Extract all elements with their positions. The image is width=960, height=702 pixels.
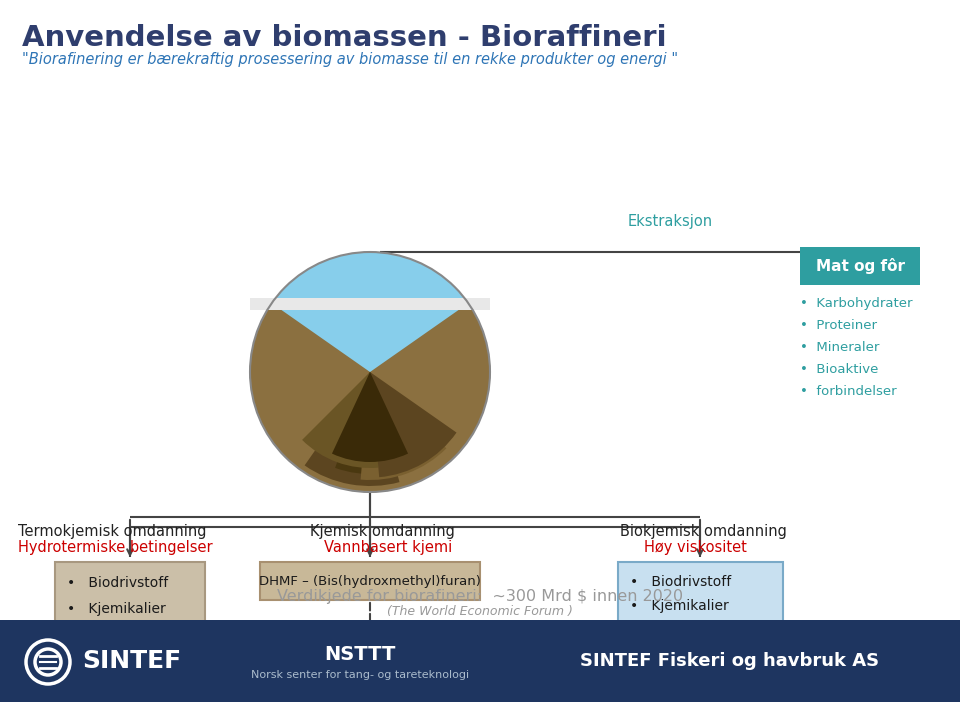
Text: Høy viskositet: Høy viskositet [644,540,747,555]
Text: Ekstraksjon: Ekstraksjon [628,214,713,229]
Text: •  Proteiner: • Proteiner [800,319,877,332]
Text: Kjemisk omdanning: Kjemisk omdanning [310,524,455,539]
Text: Hydrotermiske betingelser: Hydrotermiske betingelser [18,540,212,555]
Text: Mat og fôr: Mat og fôr [815,258,904,274]
Text: NSTTT: NSTTT [324,644,396,663]
Bar [618,562,783,638]
Text: •  Karbohydrater: • Karbohydrater [800,297,913,310]
Text: "Biorafinering er bærekraftig prosessering av biomasse til en rekke produkter og: "Biorafinering er bærekraftig prosesseri… [22,52,678,67]
Text: SINTEF: SINTEF [82,649,181,673]
Text: Polyuretan og polyestere: Polyuretan og polyestere [287,652,453,665]
Bar [0,620,960,702]
Text: (The World Economic Forum ): (The World Economic Forum ) [387,606,573,618]
Wedge shape [272,252,468,372]
Wedge shape [370,372,457,477]
Text: •  forbindelser: • forbindelser [800,385,897,398]
Wedge shape [361,372,446,480]
Text: Termokjemisk omdanning: Termokjemisk omdanning [18,524,206,539]
Wedge shape [304,372,399,486]
Circle shape [250,252,490,492]
Text: •   Kjemikalier: • Kjemikalier [630,599,729,613]
Wedge shape [332,372,408,462]
Text: •   Mat og fôr: • Mat og fôr [630,623,723,637]
Text: •   Biodrivstoff: • Biodrivstoff [67,576,168,590]
Text: •  Bioaktive: • Bioaktive [800,363,878,376]
Text: DHMF – (Bis(hydroxmethyl)furan): DHMF – (Bis(hydroxmethyl)furan) [259,574,481,588]
Bar [250,298,490,310]
Text: Vannbasert kjemi: Vannbasert kjemi [324,540,452,555]
Bar [260,562,480,600]
Text: •  Mineraler: • Mineraler [800,341,879,354]
Wedge shape [266,252,474,372]
Text: Biokjemisk omdanning: Biokjemisk omdanning [620,524,787,539]
Text: SINTEF Fiskeri og havbruk AS: SINTEF Fiskeri og havbruk AS [581,652,879,670]
Wedge shape [335,372,421,474]
Bar [260,640,480,678]
Text: Anvendelse av biomassen - Bioraffineri: Anvendelse av biomassen - Bioraffineri [22,24,666,52]
Text: Verdikjede for biorafineri:  ~300 Mrd $ innen 2020: Verdikjede for biorafineri: ~300 Mrd $ i… [276,590,684,604]
Bar [800,247,920,285]
Bar [55,562,205,622]
Wedge shape [302,372,378,468]
Text: Norsk senter for tang- og tareteknologi: Norsk senter for tang- og tareteknologi [251,670,469,680]
Text: •   Biodrivstoff: • Biodrivstoff [630,575,732,589]
Text: •   Kjemikalier: • Kjemikalier [67,602,166,616]
